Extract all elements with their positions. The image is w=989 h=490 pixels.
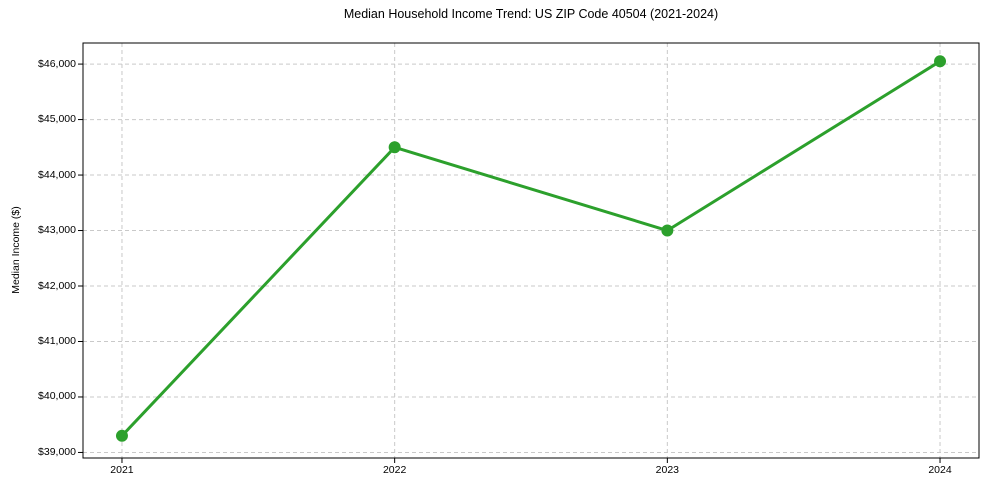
y-tick-label: $42,000 bbox=[38, 279, 76, 292]
data-point-2022 bbox=[388, 141, 401, 154]
y-tick-label: $44,000 bbox=[38, 168, 76, 181]
x-tick-label: 2024 bbox=[928, 464, 952, 476]
y-tick-label: $45,000 bbox=[38, 113, 76, 126]
income-trend-line bbox=[120, 59, 942, 438]
data-point-2023 bbox=[661, 224, 674, 237]
chart-title: Median Household Income Trend: US ZIP Co… bbox=[343, 7, 719, 21]
data-point-2024 bbox=[934, 55, 947, 68]
y-tick-label: $40,000 bbox=[38, 390, 76, 403]
y-tick-label: $39,000 bbox=[38, 445, 76, 458]
y-tick-label: $41,000 bbox=[38, 334, 76, 347]
plot-border bbox=[82, 42, 980, 459]
x-tick-label: 2022 bbox=[382, 464, 407, 476]
y-tick-label: $46,000 bbox=[38, 57, 76, 70]
y-tick-label: $43,000 bbox=[38, 224, 76, 237]
x-tick-label: 2023 bbox=[655, 464, 679, 476]
data-point-2021 bbox=[115, 429, 128, 442]
x-tick-label: 2021 bbox=[110, 464, 134, 476]
